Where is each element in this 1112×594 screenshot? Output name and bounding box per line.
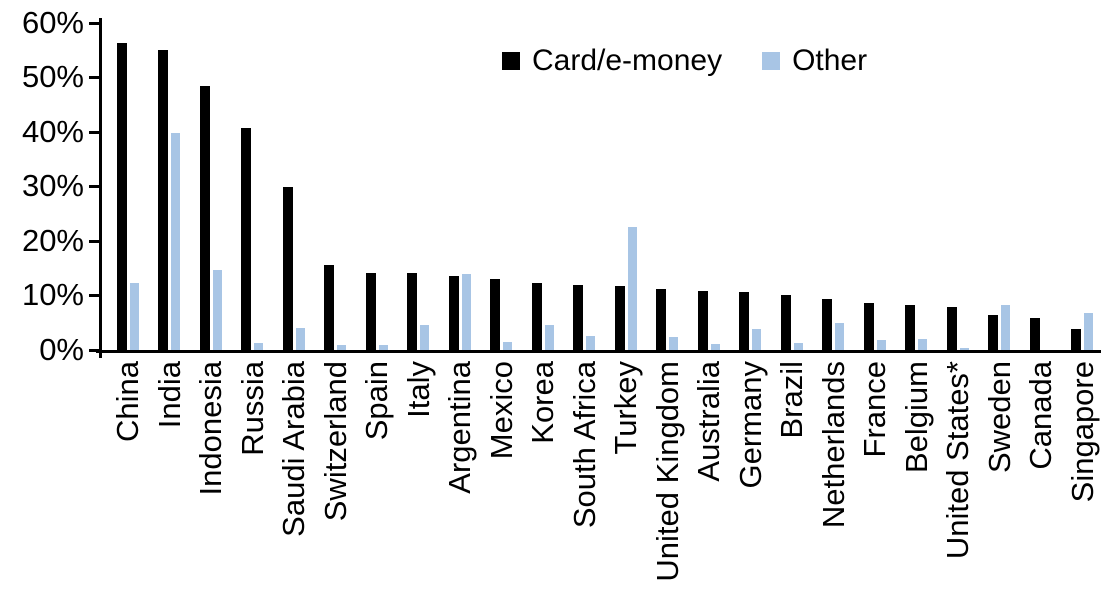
x-label-south-africa: South Africa	[566, 361, 602, 529]
bar-card-e-money-france	[863, 302, 874, 350]
x-label-canada: Canada	[1023, 361, 1058, 470]
bar-card-e-money-australia	[697, 291, 708, 350]
bar-other-turkey	[627, 226, 637, 350]
bar-card-e-money-spain	[365, 272, 376, 350]
y-tick-label-20: 20%	[21, 222, 84, 258]
bar-card-e-money-china	[116, 42, 127, 350]
bar-card-e-money-united-kingdom	[656, 289, 666, 350]
x-label-china: China	[110, 361, 145, 442]
x-label-india: India	[151, 361, 187, 429]
legend-item-other: Other	[762, 46, 867, 76]
bar-other-china	[129, 282, 139, 350]
y-tick-mark-50	[89, 76, 99, 80]
y-tick-label-30: 30%	[21, 168, 84, 204]
y-tick-label-0: 0%	[39, 332, 84, 367]
bar-card-e-money-saudi-arabia	[282, 186, 293, 350]
bar-other-mexico	[503, 342, 512, 350]
bar-other-netherlands	[835, 322, 844, 350]
bar-other-spain	[378, 344, 388, 350]
bar-other-russia	[254, 343, 263, 350]
bar-card-e-money-canada	[1029, 317, 1040, 350]
x-label-belgium: Belgium	[898, 361, 934, 473]
y-tick-label-10: 10%	[21, 277, 84, 313]
y-tick-mark-20	[89, 239, 99, 243]
bar-other-united-kingdom	[669, 336, 678, 350]
bar-card-e-money-korea	[531, 282, 542, 350]
x-axis-line	[96, 350, 1101, 353]
y-axis-line	[99, 18, 102, 358]
x-label-netherlands: Netherlands	[815, 361, 851, 529]
bar-other-singapore	[1084, 313, 1093, 350]
x-label-spain: Spain	[359, 361, 394, 441]
y-tick-mark-40	[89, 130, 99, 134]
bar-card-e-money-mexico	[490, 278, 500, 350]
x-label-switzerland: Switzerland	[317, 361, 353, 522]
y-tick-mark-60	[89, 21, 99, 25]
bar-card-e-money-brazil	[780, 295, 791, 350]
x-label-australia: Australia	[691, 361, 726, 482]
x-label-germany: Germany	[732, 361, 768, 489]
x-label-united-kingdom: United Kingdom	[649, 361, 685, 582]
x-label-brazil: Brazil	[774, 361, 809, 439]
bar-card-e-money-indonesia	[199, 85, 210, 350]
legend-label-card-e-money: Card/e-money	[532, 44, 723, 77]
legend: Card/e-money Other	[502, 46, 867, 76]
bar-card-e-money-argentina	[448, 276, 459, 350]
bar-card-e-money-south-africa	[573, 285, 583, 350]
x-label-italy: Italy	[400, 361, 436, 418]
legend-item-card-e-money: Card/e-money	[502, 46, 722, 76]
bar-other-france	[876, 340, 886, 350]
y-tick-mark-30	[89, 185, 99, 189]
x-label-united-states: United States*	[940, 361, 975, 560]
bar-other-argentina	[461, 274, 471, 350]
bar-other-belgium	[918, 338, 927, 350]
bar-card-e-money-netherlands	[822, 299, 832, 350]
bar-card-e-money-germany	[739, 292, 749, 350]
legend-label-other: Other	[792, 44, 868, 77]
x-label-saudi-arabia: Saudi Arabia	[276, 361, 311, 537]
x-label-singapore: Singapore	[1064, 361, 1100, 503]
bar-other-germany	[752, 328, 761, 350]
legend-swatch-other	[762, 52, 781, 70]
legend-swatch-card-e-money	[502, 52, 520, 70]
y-tick-label-40: 40%	[21, 113, 84, 149]
y-tick-label-50: 50%	[21, 59, 84, 95]
bar-other-india	[171, 132, 180, 350]
bar-other-saudi-arabia	[295, 328, 305, 350]
x-label-turkey: Turkey	[608, 361, 643, 455]
x-label-sweden: Sweden	[981, 361, 1017, 474]
bar-other-brazil	[793, 343, 803, 350]
bar-other-indonesia	[212, 270, 222, 350]
bar-card-e-money-india	[158, 49, 168, 350]
x-label-france: France	[857, 361, 892, 458]
bar-other-italy	[420, 324, 429, 350]
x-label-mexico: Mexico	[483, 361, 519, 460]
bar-other-united-states	[959, 348, 969, 350]
y-tick-mark-10	[89, 294, 99, 298]
bar-other-south-africa	[586, 336, 595, 350]
bar-other-korea	[544, 324, 554, 350]
bar-card-e-money-italy	[407, 272, 417, 350]
bar-card-e-money-sweden	[988, 314, 998, 350]
bar-other-switzerland	[337, 345, 346, 350]
bar-card-e-money-belgium	[905, 304, 915, 350]
x-label-argentina: Argentina	[442, 361, 477, 494]
bar-card-e-money-singapore	[1071, 328, 1081, 350]
x-label-russia: Russia	[234, 361, 270, 456]
y-tick-label-60: 60%	[21, 4, 84, 40]
x-label-indonesia: Indonesia	[193, 361, 228, 496]
x-label-korea: Korea	[525, 361, 560, 444]
bar-other-australia	[710, 343, 720, 350]
bar-card-e-money-turkey	[614, 286, 625, 350]
y-tick-mark-0	[89, 349, 99, 352]
bar-card-e-money-united-states	[946, 306, 957, 350]
bar-other-sweden	[1001, 305, 1010, 350]
bar-card-e-money-switzerland	[324, 264, 334, 350]
bar-card-e-money-russia	[241, 127, 251, 350]
